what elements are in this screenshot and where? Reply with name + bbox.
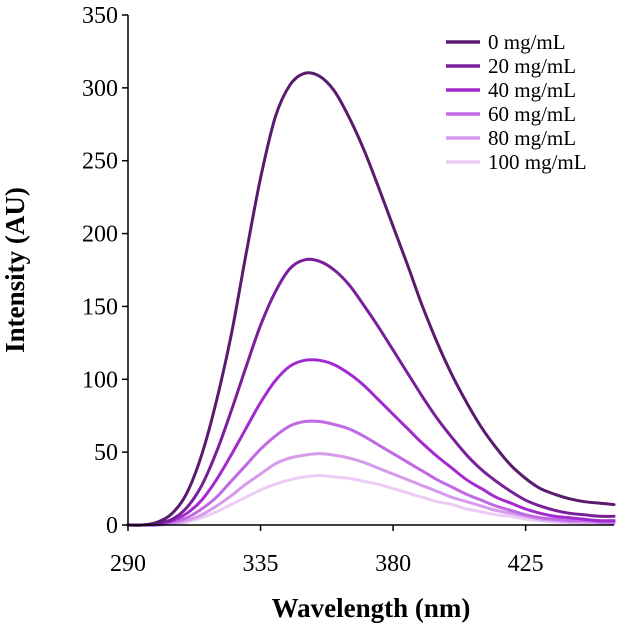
series-line [126, 358, 616, 527]
legend-label: 100 mg/mL [488, 150, 587, 174]
legend-item: 0 mg/mL [446, 30, 566, 54]
legend-item: 20 mg/mL [446, 54, 576, 78]
x-tick-label: 380 [375, 551, 411, 577]
series-line [126, 257, 616, 527]
y-tick-label: 300 [82, 76, 118, 102]
y-tick-label: 50 [94, 440, 118, 466]
x-tick-label: 335 [243, 551, 279, 577]
legend-item: 60 mg/mL [446, 102, 576, 126]
x-tick-label: 290 [110, 551, 146, 577]
y-tick-label: 150 [82, 294, 118, 320]
y-tick-label: 0 [106, 513, 118, 539]
y-axis-title: Intensity (AU) [0, 187, 30, 353]
y-tick-label: 250 [82, 149, 118, 175]
series-lines [126, 71, 616, 527]
axes [127, 15, 614, 526]
x-tick-label: 425 [508, 551, 544, 577]
legend-item: 100 mg/mL [446, 150, 587, 174]
legend-item: 40 mg/mL [446, 78, 576, 102]
y-tick-label: 100 [82, 367, 118, 393]
y-tick-label: 200 [82, 222, 118, 248]
legend-label: 20 mg/mL [488, 54, 576, 78]
series-line [126, 419, 616, 527]
x-axis-ticks: 290 335 380 425 [110, 525, 544, 577]
legend-item: 80 mg/mL [446, 126, 576, 150]
legend-label: 40 mg/mL [488, 78, 576, 102]
series-line [126, 71, 616, 527]
legend-label: 80 mg/mL [488, 126, 576, 150]
legend-label: 60 mg/mL [488, 102, 576, 126]
x-axis-title: Wavelength (nm) [272, 593, 471, 623]
legend-label: 0 mg/mL [488, 30, 566, 54]
series-line [126, 474, 616, 527]
y-tick-label: 350 [82, 3, 118, 29]
y-axis-ticks: 0 50 100 150 200 250 300 350 [82, 3, 128, 539]
